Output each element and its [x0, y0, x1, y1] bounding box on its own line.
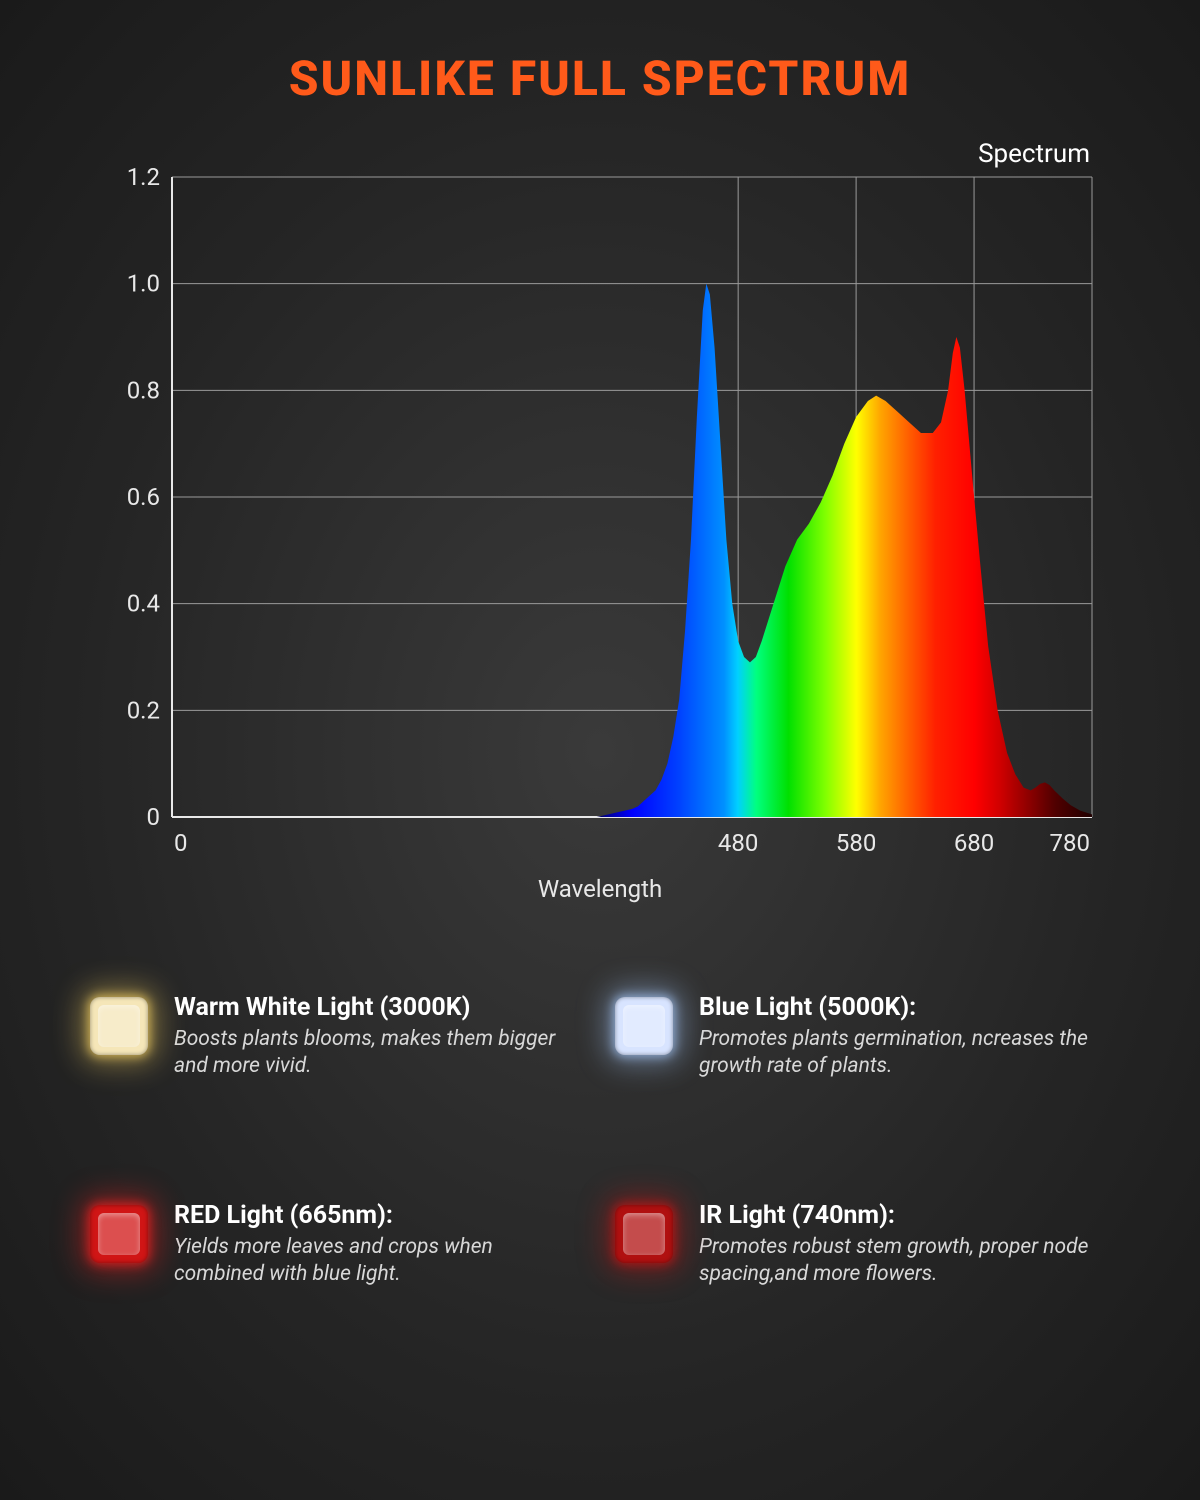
page-title: SUNLIKE FULL SPECTRUM: [80, 50, 1120, 107]
spectrum-svg: 0 0.2 0.4 0.6 0.8 1.0 1.2 0 480 580 680 780: [110, 147, 1102, 863]
svg-text:0: 0: [174, 829, 188, 857]
legend-item: IR Light (740nm): Promotes robust stem gr…: [615, 1201, 1110, 1289]
legend-desc: Promotes robust stem growth, proper node…: [699, 1234, 1110, 1289]
legend-title: Blue Light (5000K):: [699, 993, 1110, 1022]
chart-top-label: Spectrum: [978, 139, 1090, 169]
led-icon: [90, 1205, 148, 1263]
legend-grid: Warm White Light (3000K) Boosts plants bl…: [80, 993, 1120, 1288]
svg-text:580: 580: [836, 829, 876, 857]
svg-text:0: 0: [147, 803, 161, 831]
legend-title: RED Light (665nm):: [174, 1201, 585, 1230]
led-icon: [615, 1205, 673, 1263]
spectrum-chart: Spectrum 00.20.40.60.81.01.2048058068078…: [110, 147, 1090, 903]
legend-title: IR Light (740nm):: [699, 1201, 1110, 1230]
legend-item: RED Light (665nm): Yields more leaves and…: [90, 1201, 585, 1289]
svg-text:0.6: 0.6: [127, 483, 160, 511]
led-icon: [615, 997, 673, 1055]
chart-xlabel: Wavelength: [110, 875, 1090, 903]
legend-desc: Yields more leaves and crops when combin…: [174, 1234, 585, 1289]
svg-text:1.2: 1.2: [127, 163, 160, 191]
svg-text:0.4: 0.4: [127, 590, 160, 618]
svg-text:780: 780: [1050, 829, 1090, 857]
legend-desc: Boosts plants blooms, makes them bigger …: [174, 1026, 585, 1081]
svg-text:0.8: 0.8: [127, 376, 160, 404]
svg-text:480: 480: [718, 829, 758, 857]
led-icon: [90, 997, 148, 1055]
legend-title: Warm White Light (3000K): [174, 993, 585, 1022]
svg-text:1.0: 1.0: [127, 270, 160, 298]
svg-text:0.2: 0.2: [127, 696, 160, 724]
legend-desc: Promotes plants germination, ncreases th…: [699, 1026, 1110, 1081]
legend-item: Blue Light (5000K): Promotes plants germi…: [615, 993, 1110, 1081]
svg-text:680: 680: [954, 829, 994, 857]
legend-item: Warm White Light (3000K) Boosts plants bl…: [90, 993, 585, 1081]
